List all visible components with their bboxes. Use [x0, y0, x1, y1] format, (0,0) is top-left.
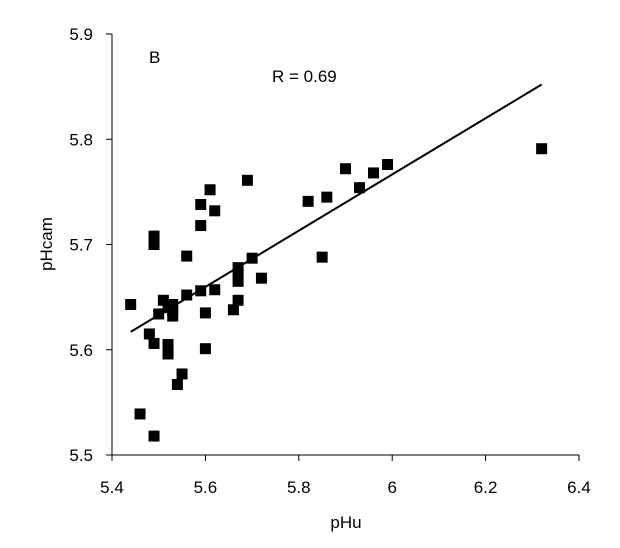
data-point — [162, 348, 174, 360]
data-point — [148, 230, 160, 242]
data-point — [171, 378, 183, 390]
data-point — [148, 337, 160, 349]
data-point — [340, 163, 351, 175]
trend-line — [130, 83, 543, 333]
data-point — [232, 294, 244, 306]
data-point — [316, 251, 328, 263]
y-tick-label: 5.8 — [69, 130, 93, 149]
data-point — [181, 289, 193, 301]
y-tick-label: 5.9 — [69, 25, 93, 44]
data-point — [241, 174, 253, 186]
data-point — [148, 239, 160, 250]
y-tick-label: 5.5 — [69, 446, 93, 465]
data-point — [227, 304, 239, 316]
data-point — [134, 408, 146, 420]
data-point — [125, 298, 137, 310]
y-axis-title: pHcam — [37, 217, 56, 271]
y-ticks: 5.5 5.6 5.7 5.8 5.9 — [69, 25, 112, 465]
y-tick-label: 5.7 — [69, 236, 93, 255]
data-point — [167, 298, 179, 310]
data-points — [125, 143, 548, 442]
data-point — [321, 191, 333, 203]
data-point — [148, 430, 160, 442]
data-point — [368, 167, 380, 179]
data-point — [199, 343, 211, 355]
data-point — [195, 199, 207, 211]
data-point — [255, 272, 267, 284]
data-point — [143, 328, 155, 340]
data-point — [167, 310, 179, 322]
data-point — [382, 159, 394, 171]
data-point — [204, 184, 216, 196]
data-point — [302, 195, 314, 207]
x-ticks: 5.4 5.6 5.8 6 6.2 6.4 — [100, 455, 591, 497]
data-point — [199, 307, 211, 319]
x-axis-title: pHu — [330, 513, 361, 532]
data-point — [354, 182, 366, 194]
data-point — [209, 205, 221, 217]
x-tick-label: 5.6 — [194, 478, 218, 497]
x-tick-label: 6.4 — [567, 478, 591, 497]
data-point — [536, 143, 548, 155]
x-tick-label: 6.2 — [474, 478, 498, 497]
data-point — [209, 284, 221, 296]
data-point — [157, 294, 169, 306]
data-point — [181, 250, 193, 262]
correlation-annotation: R = 0.69 — [272, 67, 337, 86]
x-tick-label: 5.8 — [287, 478, 311, 497]
y-tick-label: 5.6 — [69, 341, 93, 360]
data-point — [176, 368, 188, 380]
panel-label: B — [149, 48, 160, 67]
x-tick-label: 5.4 — [100, 478, 124, 497]
data-point — [232, 268, 244, 280]
data-point — [232, 275, 244, 287]
data-point — [162, 338, 174, 350]
axes — [111, 34, 579, 456]
data-point — [195, 220, 207, 232]
x-tick-label: 6 — [387, 478, 396, 497]
